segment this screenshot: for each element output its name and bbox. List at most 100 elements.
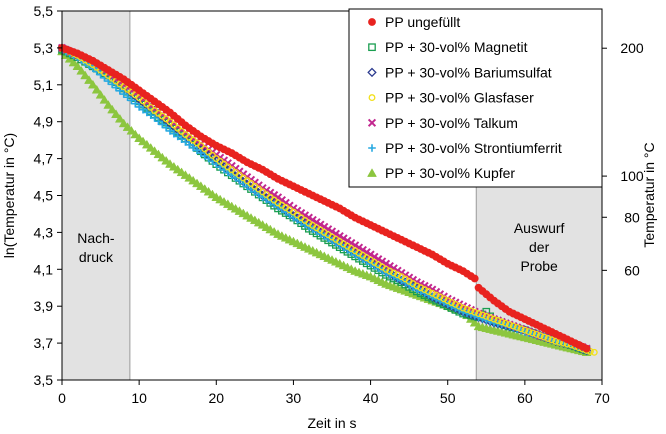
- data-point: [270, 200, 278, 209]
- data-point: [405, 281, 413, 289]
- data-point: [509, 322, 517, 330]
- data-point: [475, 310, 483, 318]
- data-point: [394, 271, 402, 279]
- legend-item: PP + 30-vol% Kupfer: [367, 165, 515, 181]
- data-point: [378, 266, 386, 275]
- data-point: [517, 325, 525, 333]
- data-point: [119, 90, 128, 98]
- data-point: [127, 96, 136, 105]
- data-point: [300, 211, 310, 220]
- data-point: [158, 120, 167, 129]
- x-tick-label: 0: [58, 390, 66, 406]
- data-point: [107, 104, 118, 114]
- data-point: [112, 83, 120, 92]
- legend-label: PP ungefüllt: [385, 14, 460, 30]
- legend: PP ungefüllt PP + 30-vol% Magnetit PP + 30…: [348, 8, 603, 188]
- data-point: [397, 276, 406, 285]
- data-point: [118, 118, 129, 128]
- data-point: [122, 122, 133, 131]
- data-point: [436, 293, 444, 301]
- y-tick-label: 4,1: [34, 261, 54, 277]
- data-point: [327, 227, 337, 236]
- data-point: [308, 215, 317, 225]
- data-point: [486, 314, 494, 322]
- data-point: [189, 143, 197, 152]
- data-point: [370, 262, 379, 270]
- data-point: [366, 259, 375, 268]
- legend-marker: [367, 67, 377, 78]
- data-point: [200, 152, 209, 160]
- data-point: [166, 127, 174, 135]
- region-label: Nach-druck: [77, 230, 115, 265]
- data-point: [87, 79, 98, 89]
- data-point: [448, 299, 456, 306]
- y-tick-label: 3,9: [34, 298, 54, 314]
- legend-item: PP ungefüllt: [368, 14, 460, 30]
- data-point: [130, 129, 141, 139]
- legend-marker: [368, 144, 376, 152]
- data-point: [552, 337, 560, 345]
- data-point: [478, 311, 486, 319]
- x-tick-label: 50: [440, 390, 456, 406]
- data-point: [502, 319, 510, 327]
- data-point: [529, 329, 537, 337]
- legend-label: PP + 30-vol% Strontiumferrit: [385, 140, 562, 156]
- data-point: [582, 344, 591, 353]
- data-point: [343, 236, 352, 245]
- data-point: [401, 278, 410, 287]
- legend-label: PP + 30-vol% Magnetit: [385, 39, 528, 55]
- data-point: [162, 123, 170, 132]
- data-point: [347, 248, 356, 257]
- data-point: [544, 335, 552, 342]
- legend-box: [348, 8, 603, 188]
- y-tick-label: 4,5: [34, 188, 54, 204]
- data-point: [332, 239, 340, 247]
- data-point: [532, 330, 540, 338]
- data-point: [316, 220, 325, 229]
- data-point: [173, 132, 182, 141]
- y-tick-label: 5,3: [34, 40, 54, 56]
- x-tick-label: 40: [363, 390, 379, 406]
- data-point: [354, 243, 364, 252]
- data-point: [490, 315, 498, 323]
- data-point: [328, 236, 336, 245]
- data-point: [590, 348, 598, 356]
- data-point: [482, 312, 490, 320]
- data-point: [177, 135, 186, 144]
- data-point: [131, 99, 140, 108]
- data-point: [347, 238, 356, 248]
- data-point: [366, 250, 375, 259]
- data-point: [417, 284, 425, 292]
- data-point: [139, 105, 147, 114]
- legend-label: PP + 30-vol% Kupfer: [385, 165, 515, 181]
- legend-label: PP + 30-vol% Bariumsulfat: [385, 64, 552, 80]
- data-point: [459, 304, 467, 312]
- data-point: [170, 129, 178, 138]
- data-point: [92, 67, 101, 76]
- data-point: [358, 245, 367, 255]
- legend-marker: [368, 18, 376, 26]
- data-point: [440, 295, 448, 303]
- data-point: [335, 231, 344, 241]
- data-point: [270, 190, 279, 200]
- data-point: [494, 317, 502, 324]
- legend-marker: [367, 118, 377, 127]
- data-point: [385, 261, 394, 271]
- data-point: [185, 140, 194, 149]
- data-point: [99, 95, 110, 104]
- data-point: [91, 84, 102, 94]
- data-point: [89, 64, 97, 72]
- data-point: [305, 223, 313, 231]
- y-tick-label: 4,3: [34, 224, 54, 240]
- data-point: [304, 213, 313, 222]
- legend-item: PP + 30-vol% Talkum: [367, 115, 518, 131]
- data-point: [362, 257, 371, 266]
- x-tick-label: 20: [208, 390, 224, 406]
- data-point: [428, 289, 436, 297]
- data-point: [378, 257, 387, 266]
- data-point: [320, 222, 329, 231]
- y2-tick-label: 60: [624, 262, 640, 278]
- y-axis-title: ln(Temperatur in °C): [1, 133, 17, 258]
- data-point: [116, 86, 124, 95]
